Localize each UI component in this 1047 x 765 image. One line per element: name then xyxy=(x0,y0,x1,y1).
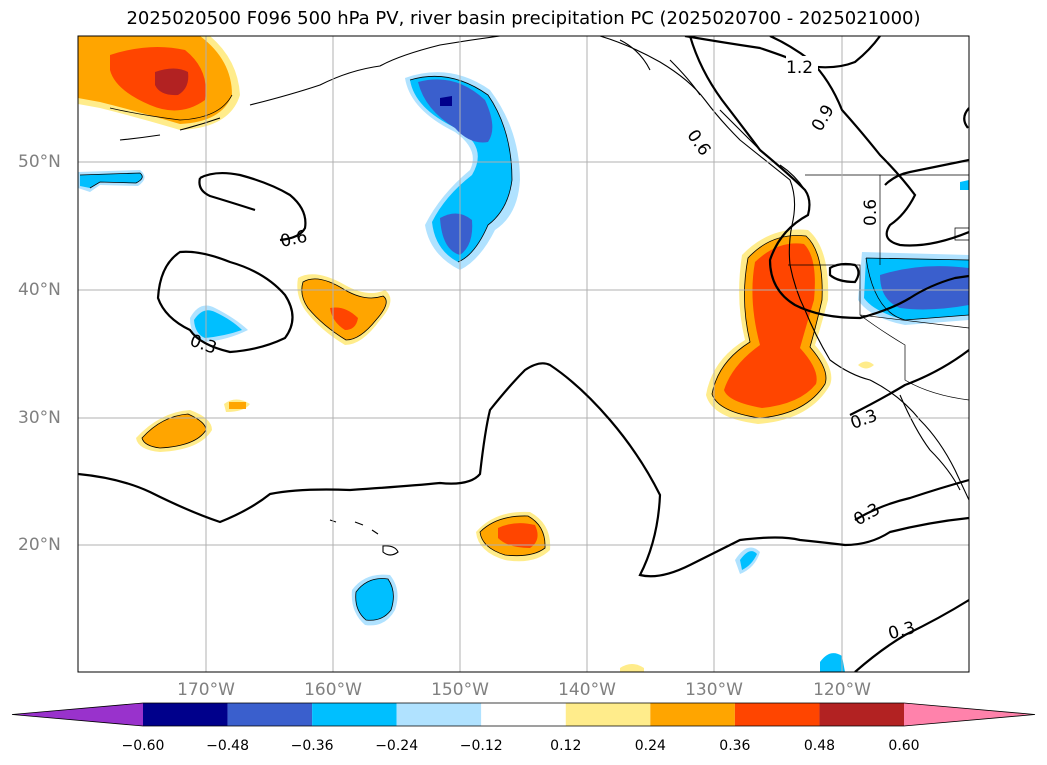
lat-label-50n: 50°N xyxy=(18,152,61,172)
lat-label-20n: 20°N xyxy=(18,535,61,555)
colorbar-segment xyxy=(481,703,566,726)
lon-label-160w: 160°W xyxy=(304,680,362,700)
pv-contour-0p3-south xyxy=(78,362,969,578)
colorbar-segment xyxy=(650,703,735,726)
map-title: 2025020500 F096 500 hPa PV, river basin … xyxy=(126,8,921,29)
colorbar-segment xyxy=(143,703,228,726)
colorbar-tick-label: −0.48 xyxy=(206,738,249,754)
alaska-coast xyxy=(249,36,501,106)
colorbar-tick-label: −0.60 xyxy=(121,738,165,754)
colorbar-segment xyxy=(904,703,1035,726)
lon-label-120w: 120°W xyxy=(813,680,871,700)
colorbar-tick-label: 0.24 xyxy=(634,738,666,754)
pv-contour-0p3-east xyxy=(849,349,969,416)
lon-label-140w: 140°W xyxy=(558,680,616,700)
lat-label-40n: 40°N xyxy=(18,280,61,300)
pv-contours xyxy=(78,36,969,672)
colorbar-segment xyxy=(734,703,820,726)
map-frame xyxy=(77,35,970,673)
contour-label-1p2: 1.2 xyxy=(786,58,813,78)
lon-label-130w: 130°W xyxy=(685,680,743,700)
colorbar-tick-label: −0.12 xyxy=(459,738,503,754)
pv-contour-0p6-loop xyxy=(199,171,307,242)
lon-label-170w: 170°W xyxy=(177,680,235,700)
lat-label-30n: 30°N xyxy=(18,408,61,428)
contour-label-0p6-inland: 0.6 xyxy=(861,199,881,226)
colorbar-tick-label: −0.24 xyxy=(375,738,419,754)
colorbar-tick-label: 0.60 xyxy=(888,738,920,754)
colorbar-segment xyxy=(12,703,143,726)
gridlines xyxy=(78,36,969,672)
colorbar-segment xyxy=(227,703,313,726)
colorbar-segment xyxy=(565,703,651,726)
colorbar-tick-label: 0.48 xyxy=(803,738,836,754)
lon-label-150w: 150°W xyxy=(431,680,489,700)
colorbar xyxy=(11,702,1036,727)
pv-contour-0p6-east xyxy=(688,36,969,320)
coastlines xyxy=(119,36,969,556)
colorbar-tick-label: 0.12 xyxy=(550,738,582,754)
baja-coast xyxy=(899,394,961,491)
pv-contour-0p3-loop xyxy=(156,250,294,354)
colorbar-segment xyxy=(396,703,482,726)
colorbar-segment xyxy=(312,703,397,726)
colorbar-segment xyxy=(819,703,904,726)
colorbar-outline xyxy=(11,702,1036,727)
north-america-coast xyxy=(599,36,969,501)
colorbar-tick-label: −0.36 xyxy=(290,738,334,754)
colorbar-tick-label: 0.36 xyxy=(719,738,751,754)
